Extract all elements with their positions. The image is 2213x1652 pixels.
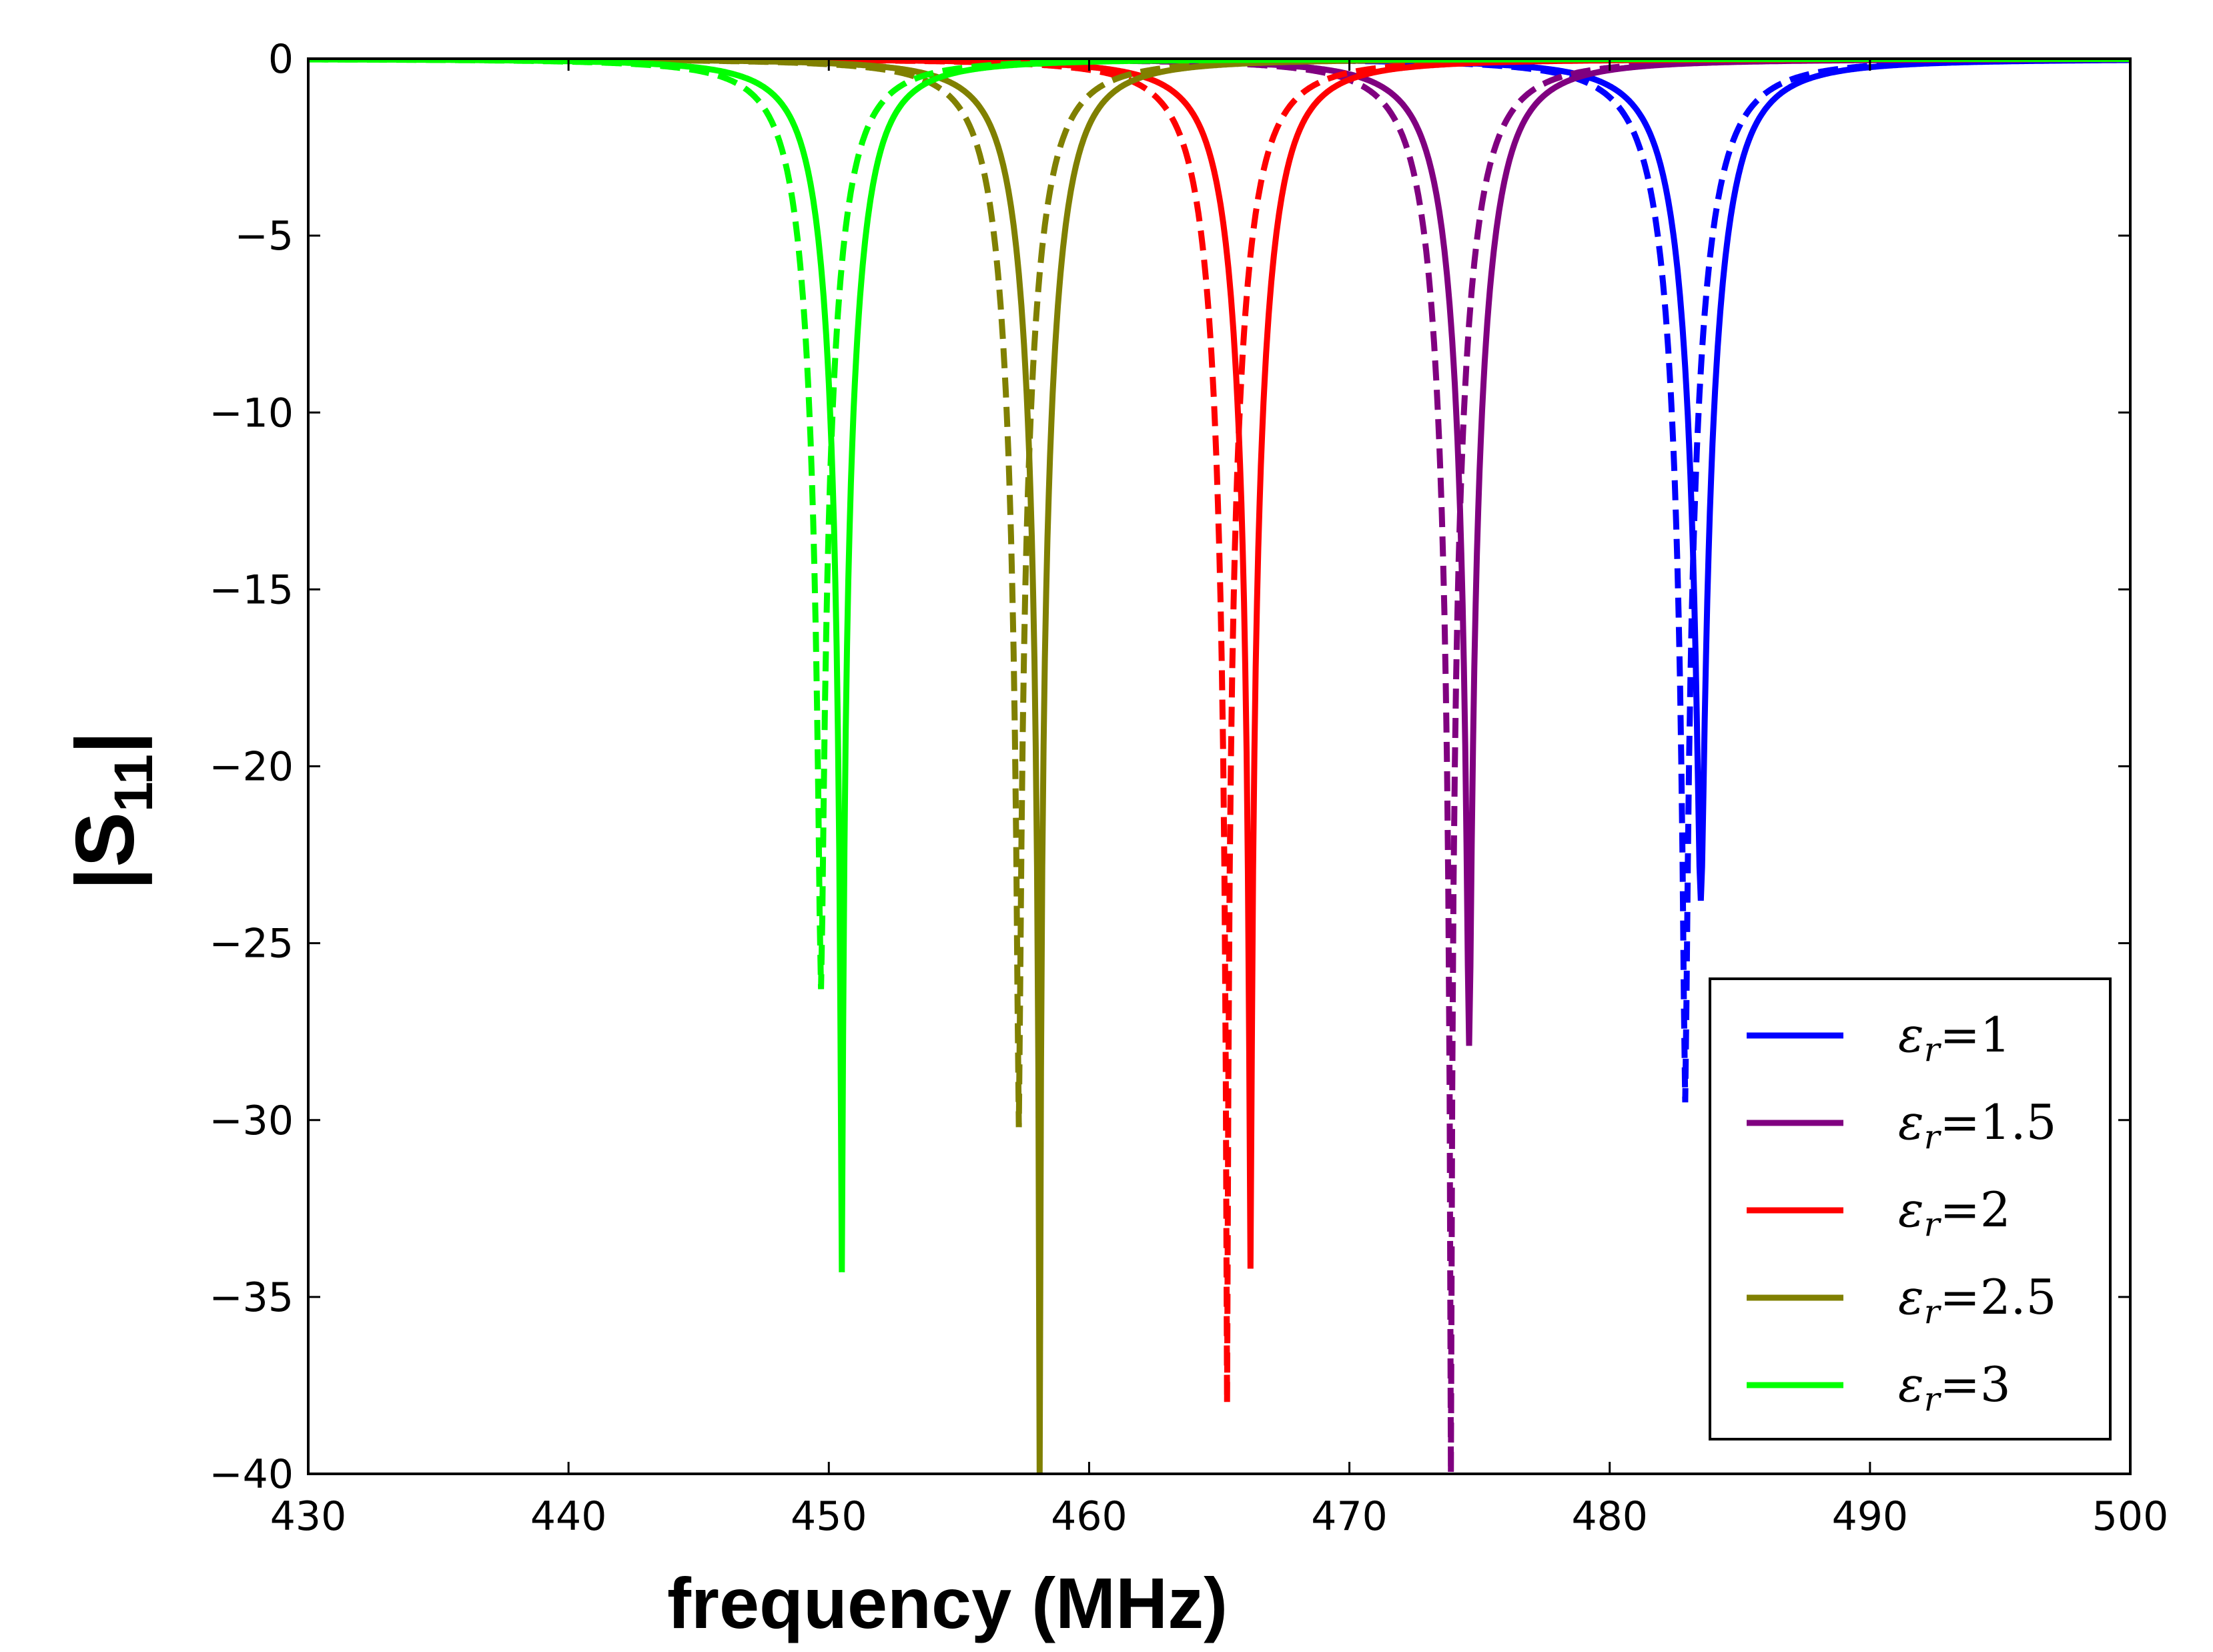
y-tick-label: −25 xyxy=(209,921,294,967)
y-tick-label: −35 xyxy=(209,1274,294,1321)
x-tick-label: 500 xyxy=(2092,1493,2169,1540)
y-axis-label-subscript: 11 xyxy=(103,754,164,812)
y-tick-label: −15 xyxy=(209,566,294,613)
x-tick-label: 490 xyxy=(1832,1493,1909,1540)
x-axis-label: frequency (MHz) xyxy=(667,1563,1228,1643)
axis-tick-labels: 430 440 450 460 470 480 490 500 0 −5 −10 −15 −20 −25 −… xyxy=(209,36,2168,1540)
y-axis-label: |S11| xyxy=(59,731,164,891)
y-axis-label-base: |S xyxy=(59,812,152,890)
x-tick-label: 430 xyxy=(270,1493,347,1540)
y-tick-label: −40 xyxy=(209,1451,294,1498)
x-tick-label: 480 xyxy=(1571,1493,1648,1540)
legend: εr=1 εr=1.5 εr=2 εr=2.5 εr=3 xyxy=(1709,977,2112,1440)
legend-label: εr=2 xyxy=(1898,1182,2011,1244)
y-tick-label: −20 xyxy=(209,744,294,791)
y-tick-label: −10 xyxy=(209,390,294,436)
y-tick-label: −30 xyxy=(209,1098,294,1144)
y-axis-label-close: | xyxy=(59,731,152,755)
axis-ticks xyxy=(307,57,2132,1475)
x-tick-label: 450 xyxy=(791,1493,867,1540)
x-tick-label: 470 xyxy=(1311,1493,1388,1540)
y-tick-label: −5 xyxy=(235,213,294,260)
legend-label: εr=2.5 xyxy=(1898,1269,2056,1331)
y-tick-label: 0 xyxy=(268,36,294,83)
svg-text:|S11|: |S11| xyxy=(59,731,164,891)
legend-label: εr=1.5 xyxy=(1898,1094,2056,1156)
x-tick-label: 460 xyxy=(1051,1493,1128,1540)
x-tick-label: 440 xyxy=(530,1493,607,1540)
legend-label: εr=3 xyxy=(1898,1356,2011,1418)
legend-label: εr=1 xyxy=(1898,1007,2011,1069)
